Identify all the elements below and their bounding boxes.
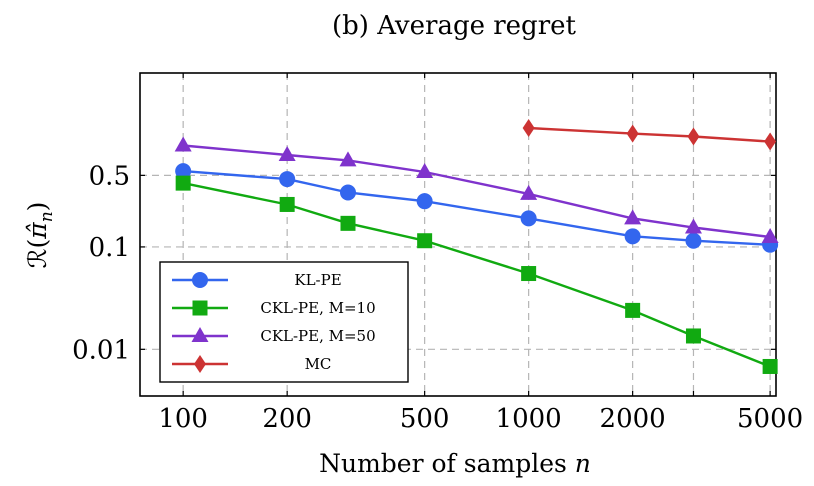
chart-title: (b) Average regret — [332, 11, 576, 41]
y-tick-label: 0.01 — [72, 335, 130, 365]
data-point — [624, 228, 641, 245]
x-tick-label: 500 — [400, 404, 450, 434]
legend-entry: CKL-PE, M=50 — [172, 327, 376, 345]
data-point — [339, 151, 357, 167]
data-point — [191, 327, 209, 342]
data-point — [175, 163, 192, 180]
data-point — [192, 272, 208, 288]
data-point — [175, 175, 191, 191]
data-point — [625, 302, 641, 318]
data-point — [685, 232, 702, 249]
x-tick-label: 100 — [158, 404, 208, 434]
x-tick-label: 5000 — [737, 404, 803, 434]
data-point — [624, 209, 642, 225]
legend-label: CKL-PE, M=50 — [260, 327, 375, 345]
data-point — [416, 193, 433, 210]
series-triangle — [174, 136, 779, 244]
data-point — [522, 119, 535, 138]
data-point — [684, 218, 702, 234]
series-line — [182, 181, 771, 368]
data-point — [626, 124, 639, 143]
series-line — [528, 126, 771, 143]
data-point — [340, 215, 356, 231]
y-tick-label: 0.1 — [89, 233, 130, 263]
y-axis-label: ℛ(π̂n) — [23, 202, 57, 269]
series-layer — [174, 119, 779, 374]
data-point — [416, 162, 434, 178]
x-axis-label: Number of samples n — [319, 449, 591, 478]
data-point — [279, 196, 295, 212]
plot-frame — [139, 72, 777, 397]
legend-entry: CKL-PE, M=10 — [172, 299, 376, 317]
tick-marks — [140, 73, 776, 396]
data-point — [520, 210, 537, 227]
legend-label: CKL-PE, M=10 — [260, 299, 375, 317]
data-point — [417, 233, 433, 249]
data-point — [521, 266, 537, 282]
legend: KL-PE CKL-PE, M=10 CKL-PE, M=50 MC — [159, 261, 409, 383]
legend-label: KL-PE — [294, 271, 341, 289]
data-point — [764, 132, 777, 151]
legend-label: MC — [305, 355, 332, 373]
data-point — [279, 171, 296, 188]
data-point — [761, 228, 779, 244]
data-point — [339, 184, 356, 201]
y-tick-labels: 0.01 0.1 0.5 — [72, 161, 130, 365]
data-point — [194, 355, 206, 373]
series-square — [175, 175, 778, 374]
legend-entry: KL-PE — [172, 271, 342, 289]
x-tick-label: 200 — [262, 404, 312, 434]
series-circle — [175, 163, 779, 253]
series-line — [183, 169, 771, 246]
x-tick-label: 2000 — [600, 404, 666, 434]
legend-entry: MC — [172, 355, 331, 373]
data-point — [687, 127, 700, 146]
data-point — [685, 328, 701, 344]
data-point — [520, 184, 538, 200]
series-diamond — [522, 119, 777, 151]
data-point — [762, 358, 778, 374]
series-line — [183, 144, 771, 239]
data-point — [192, 300, 208, 316]
data-point — [278, 146, 296, 162]
x-tick-label: 1000 — [496, 404, 562, 434]
x-tick-labels: 100 200 500 1000 2000 5000 — [158, 404, 803, 434]
data-point — [174, 136, 192, 152]
y-tick-label: 0.5 — [89, 161, 130, 191]
